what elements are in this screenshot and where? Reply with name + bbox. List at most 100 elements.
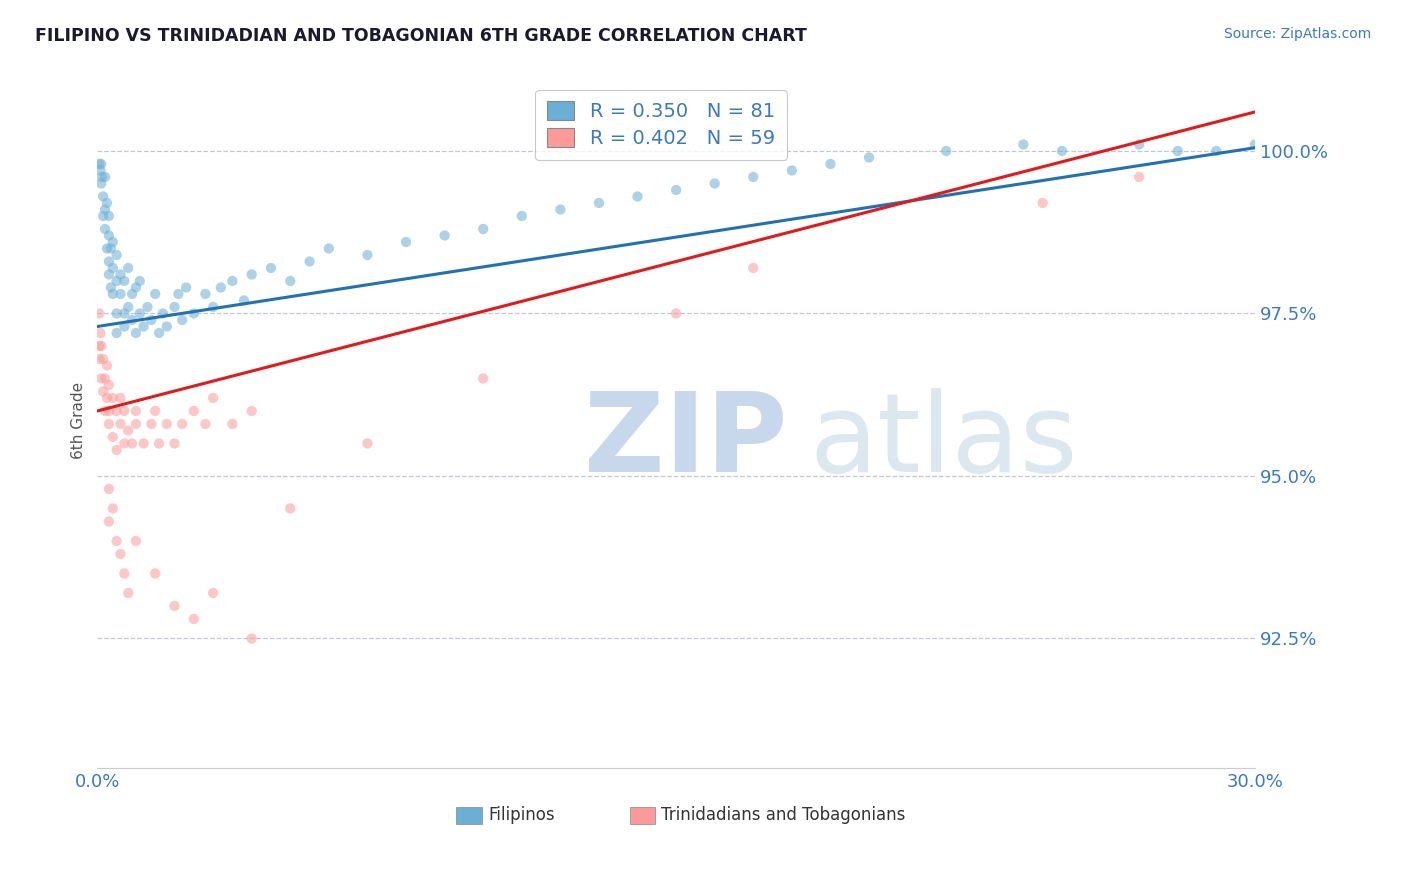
Point (125, 533, 148, 548)
Point (156, 417, 179, 431)
Point (152, 306, 174, 320)
Point (89, 351, 111, 366)
Point (89, 306, 111, 320)
Point (820, 157, 842, 171)
Point (90, 371, 112, 385)
Point (742, 260, 765, 275)
Text: atlas: atlas (810, 388, 1078, 495)
Point (194, 287, 217, 301)
Point (97, 482, 120, 496)
Point (143, 566, 166, 581)
Point (665, 183, 688, 197)
Text: Trinidadians and Tobagonians: Trinidadians and Tobagonians (661, 806, 905, 824)
Point (183, 612, 205, 626)
Point (89, 163, 111, 178)
Point (101, 430, 124, 444)
Point (1128, 169, 1150, 184)
Point (121, 436, 143, 450)
Point (858, 151, 880, 165)
Point (91, 209, 114, 223)
Point (91, 169, 114, 184)
Point (105, 533, 128, 548)
Point (1167, 144, 1189, 158)
Point (318, 242, 340, 256)
Point (141, 313, 163, 327)
Point (935, 144, 957, 158)
Point (278, 274, 301, 288)
Point (163, 599, 186, 613)
Point (101, 287, 124, 301)
Text: ZIP: ZIP (583, 388, 787, 495)
Point (665, 306, 688, 320)
Point (89, 157, 111, 171)
Point (202, 586, 225, 600)
Point (90, 339, 112, 353)
Point (240, 268, 263, 282)
Point (110, 417, 132, 431)
Point (125, 404, 148, 418)
Point (117, 586, 139, 600)
Point (112, 306, 135, 320)
Point (100, 242, 122, 256)
Point (128, 306, 150, 320)
Point (101, 260, 124, 275)
Point (96, 391, 118, 405)
Point (112, 566, 135, 581)
Point (97, 254, 120, 268)
Point (148, 436, 170, 450)
Point (742, 169, 765, 184)
Point (356, 248, 378, 262)
Point (1244, 137, 1267, 152)
Point (100, 280, 122, 294)
Point (588, 196, 610, 211)
Point (260, 260, 283, 275)
Point (112, 404, 135, 418)
Point (233, 293, 256, 308)
Point (221, 417, 243, 431)
Point (101, 391, 124, 405)
Point (97, 228, 120, 243)
Point (105, 248, 128, 262)
Point (141, 417, 163, 431)
Y-axis label: 6th Grade: 6th Grade (72, 382, 86, 459)
Point (94, 404, 117, 418)
Point (101, 235, 124, 249)
Point (91, 384, 114, 399)
Point (209, 280, 232, 294)
Point (105, 326, 128, 340)
Point (550, 202, 572, 217)
Point (112, 274, 135, 288)
Point (143, 287, 166, 301)
Text: Source: ZipAtlas.com: Source: ZipAtlas.com (1223, 27, 1371, 41)
Point (91, 189, 114, 203)
Point (433, 228, 456, 243)
Point (472, 222, 495, 236)
Point (90, 177, 112, 191)
Point (97, 378, 120, 392)
Point (117, 300, 139, 314)
Point (132, 436, 155, 450)
Point (91, 351, 114, 366)
Point (780, 163, 803, 178)
Point (94, 202, 117, 217)
Point (94, 169, 117, 184)
Text: Filipinos: Filipinos (489, 806, 555, 824)
Point (1032, 196, 1054, 211)
Point (94, 371, 117, 385)
Point (703, 177, 725, 191)
Point (1205, 144, 1227, 158)
Point (117, 260, 139, 275)
Point (163, 300, 186, 314)
Point (183, 404, 205, 418)
Point (1128, 137, 1150, 152)
Point (89, 326, 111, 340)
Point (96, 196, 118, 211)
Point (172, 417, 194, 431)
Point (90, 157, 112, 171)
Point (121, 313, 143, 327)
Point (97, 404, 120, 418)
Point (240, 404, 263, 418)
Point (97, 209, 120, 223)
Point (136, 300, 159, 314)
Point (278, 501, 301, 516)
